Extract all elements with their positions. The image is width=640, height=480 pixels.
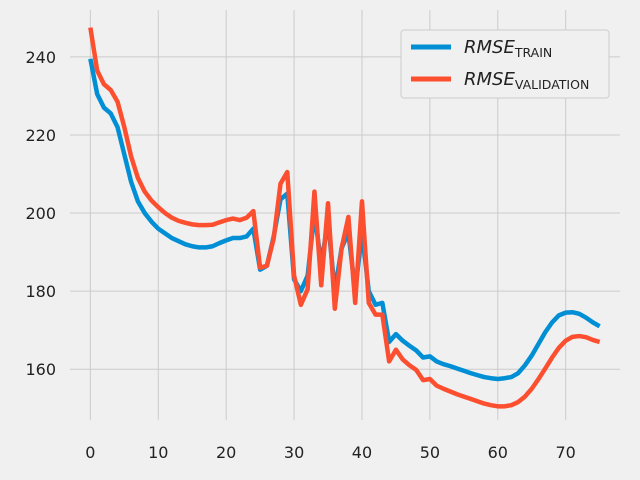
y-tick-label: 200 [25,204,56,223]
y-tick-label: 240 [25,48,56,67]
legend-label-train-main: RMSE [464,37,515,58]
tick-labels: 0 10 20 30 40 50 60 70 160 180 200 220 240 [25,48,575,462]
x-tick-label: 40 [352,443,372,462]
legend-label-validation-main: RMSE [464,69,515,90]
legend-label-validation-subscript: VALIDATION [515,77,589,92]
series-line-validation [88,27,601,409]
y-tick-label: 220 [25,126,56,145]
y-tick-label: 180 [25,282,56,301]
y-tick-label: 160 [25,360,56,379]
x-tick-label: 0 [85,443,95,462]
legend: RMSETRAIN RMSEVALIDATION [400,29,610,99]
x-tick-label: 10 [148,443,168,462]
x-tick-label: 60 [488,443,508,462]
series-lines [88,27,601,409]
legend-label-train: RMSETRAIN [464,37,552,60]
x-tick-label: 20 [216,443,236,462]
legend-label-validation: RMSEVALIDATION [464,69,589,92]
x-tick-label: 50 [420,443,440,462]
x-tick-label: 70 [555,443,575,462]
x-tick-label: 30 [284,443,304,462]
legend-label-train-subscript: TRAIN [514,45,552,60]
legend-box [400,29,610,99]
